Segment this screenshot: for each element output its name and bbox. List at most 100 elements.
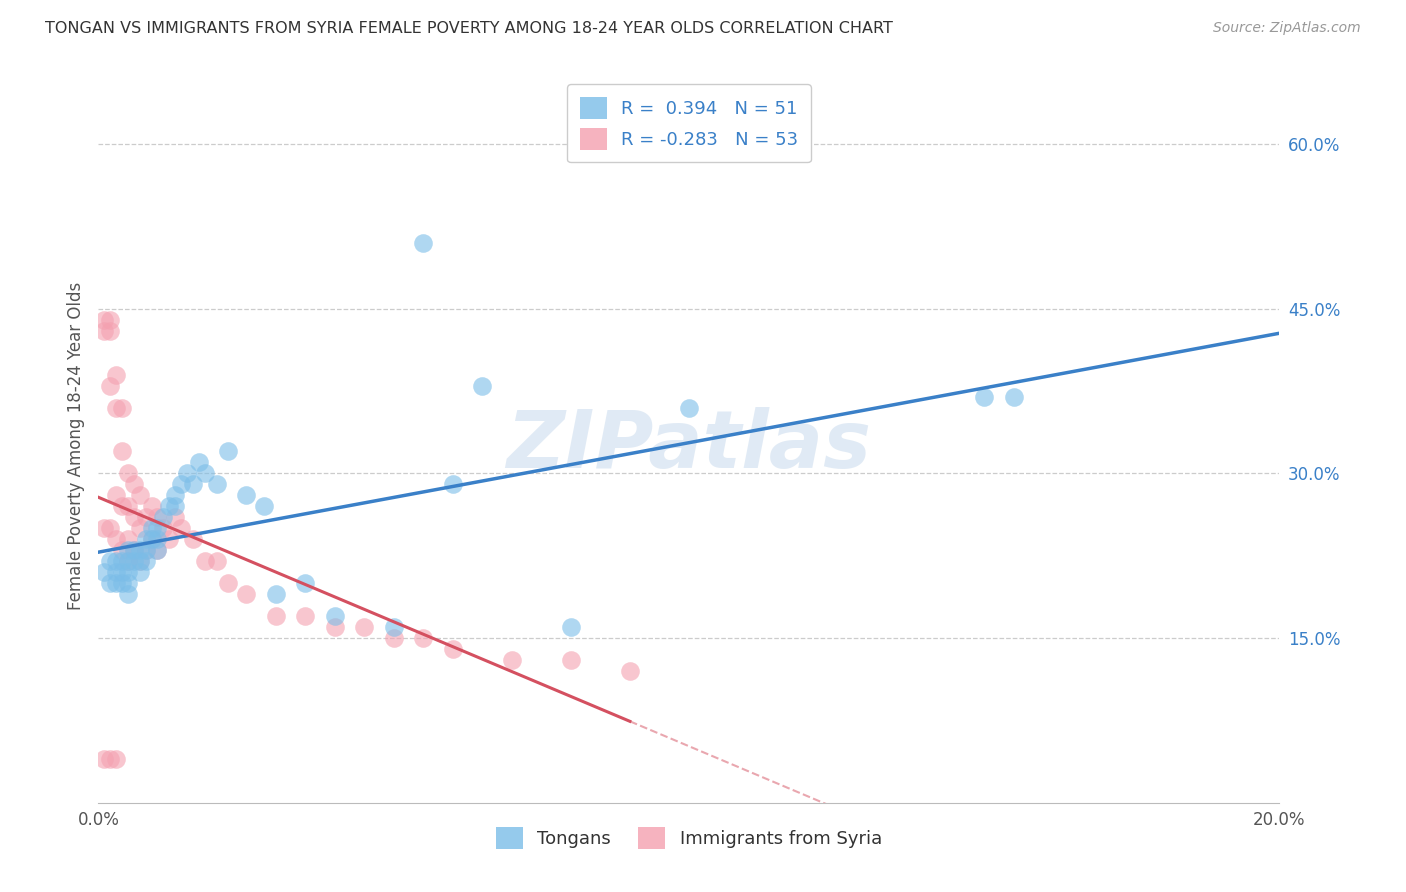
Point: [441, 477, 464, 491]
Point: [128, 521, 150, 535]
Point: [117, 500, 139, 514]
Point: [105, 566, 128, 580]
Point: [205, 477, 228, 491]
Text: Source: ZipAtlas.com: Source: ZipAtlas.com: [1213, 21, 1361, 35]
Point: [141, 533, 163, 547]
Point: [264, 587, 287, 601]
Legend: Tongans, Immigrants from Syria: Tongans, Immigrants from Syria: [486, 818, 891, 858]
Point: [1002, 390, 1025, 404]
Point: [194, 467, 217, 481]
Point: [111, 576, 134, 591]
Point: [157, 500, 180, 514]
Point: [176, 467, 198, 481]
Point: [165, 488, 187, 502]
Point: [194, 554, 217, 568]
Point: [117, 554, 139, 568]
Point: [412, 235, 434, 250]
Point: [382, 631, 405, 645]
Point: [619, 664, 641, 678]
Point: [141, 533, 163, 547]
Point: [128, 543, 150, 558]
Point: [98, 312, 121, 326]
Point: [93, 752, 115, 766]
Point: [93, 566, 115, 580]
Point: [117, 543, 139, 558]
Point: [111, 554, 134, 568]
Y-axis label: Female Poverty Among 18-24 Year Olds: Female Poverty Among 18-24 Year Olds: [66, 282, 84, 610]
Point: [187, 455, 209, 469]
Point: [117, 467, 139, 481]
Point: [128, 488, 150, 502]
Point: [181, 533, 204, 547]
Point: [122, 543, 145, 558]
Point: [105, 554, 128, 568]
Point: [152, 521, 174, 535]
Point: [973, 390, 995, 404]
Point: [105, 533, 128, 547]
Point: [323, 609, 346, 624]
Point: [122, 554, 145, 568]
Point: [170, 521, 193, 535]
Point: [105, 488, 128, 502]
Point: [105, 576, 128, 591]
Point: [382, 620, 405, 634]
Point: [323, 620, 346, 634]
Point: [205, 554, 228, 568]
Point: [294, 576, 316, 591]
Point: [105, 752, 128, 766]
Point: [217, 576, 239, 591]
Point: [135, 554, 157, 568]
Point: [235, 587, 257, 601]
Point: [678, 401, 700, 415]
Point: [264, 609, 287, 624]
Point: [98, 324, 121, 338]
Point: [146, 543, 169, 558]
Point: [253, 500, 276, 514]
Point: [117, 554, 139, 568]
Point: [141, 521, 163, 535]
Point: [146, 510, 169, 524]
Point: [181, 477, 204, 491]
Point: [128, 554, 150, 568]
Point: [111, 566, 134, 580]
Point: [105, 401, 128, 415]
Point: [135, 543, 157, 558]
Point: [98, 752, 121, 766]
Point: [560, 620, 582, 634]
Point: [135, 543, 157, 558]
Text: ZIPatlas: ZIPatlas: [506, 407, 872, 485]
Point: [165, 500, 187, 514]
Point: [146, 521, 169, 535]
Point: [441, 642, 464, 657]
Point: [111, 401, 134, 415]
Point: [170, 477, 193, 491]
Point: [353, 620, 375, 634]
Point: [560, 653, 582, 667]
Point: [98, 576, 121, 591]
Point: [111, 543, 134, 558]
Point: [98, 554, 121, 568]
Point: [146, 543, 169, 558]
Point: [152, 510, 174, 524]
Point: [128, 566, 150, 580]
Point: [98, 521, 121, 535]
Point: [141, 500, 163, 514]
Point: [105, 368, 128, 382]
Point: [93, 324, 115, 338]
Point: [111, 444, 134, 458]
Point: [93, 521, 115, 535]
Point: [117, 587, 139, 601]
Point: [135, 533, 157, 547]
Point: [235, 488, 257, 502]
Point: [117, 576, 139, 591]
Point: [111, 500, 134, 514]
Point: [98, 378, 121, 392]
Point: [117, 566, 139, 580]
Text: TONGAN VS IMMIGRANTS FROM SYRIA FEMALE POVERTY AMONG 18-24 YEAR OLDS CORRELATION: TONGAN VS IMMIGRANTS FROM SYRIA FEMALE P…: [45, 21, 893, 36]
Point: [471, 378, 494, 392]
Point: [135, 510, 157, 524]
Point: [294, 609, 316, 624]
Point: [93, 312, 115, 326]
Point: [501, 653, 523, 667]
Point: [412, 631, 434, 645]
